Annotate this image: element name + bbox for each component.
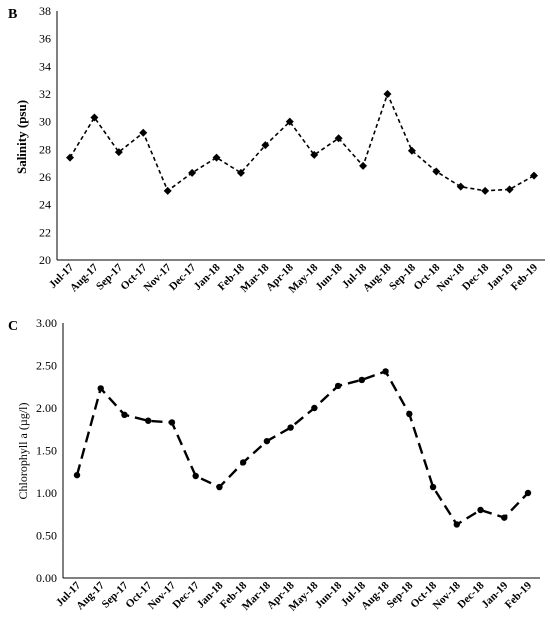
y-tick-label: 3.00 [36,316,57,330]
y-tick-label: 2.50 [36,359,57,373]
x-tick-label: Nov-18 [435,261,468,294]
y-tick-label: 28 [39,142,51,156]
data-point [477,506,484,514]
data-point [216,483,223,491]
data-point [90,113,99,122]
y-tick-label: 20 [39,253,51,267]
data-point [311,404,318,412]
chlorophyll-chart: C Chlorophyll a (µg/l) 0.00 0.50 1.00 1.50 2… [8,316,540,614]
data-point [168,419,176,426]
x-tick-label: Aug-17 [68,261,101,294]
x-tick-label: Dec-18 [460,261,492,293]
data-point [188,168,197,177]
data-point [287,424,294,431]
chlorophyll-y-axis-label: Chlorophyll a (µg/l) [16,403,30,500]
data-point [481,186,490,195]
data-point [121,411,128,418]
chlorophyll-y-ticks: 0.00 0.50 1.00 1.50 2.00 2.50 3.00 [36,316,57,585]
data-point [97,385,104,392]
data-point [163,186,172,195]
data-point [239,459,247,466]
x-tick-label: Jun-18 [313,261,345,293]
data-point [530,171,538,180]
y-tick-label: 0.50 [36,529,57,543]
data-point [453,521,460,528]
data-point [358,376,366,384]
data-point [263,437,271,445]
y-tick-label: 34 [39,59,51,73]
data-point [429,483,437,491]
y-tick-label: 38 [39,4,51,18]
y-tick-label: 32 [39,87,51,101]
data-point [382,368,389,375]
data-point [524,489,532,497]
chlorophyll-points [73,368,532,528]
x-tick-label: Jun-18 [313,579,345,611]
y-tick-label: 36 [39,32,51,46]
data-point [432,167,441,176]
y-tick-label: 1.50 [36,444,57,458]
y-tick-label: 1.00 [36,486,57,500]
panel-letter-c: C [8,319,18,334]
data-point [334,134,343,143]
data-point [145,417,152,424]
x-tick-label: Sep-18 [387,261,418,292]
x-tick-label: Nov-17 [142,261,175,294]
data-point [114,148,123,157]
data-point [73,471,81,479]
data-point [236,168,245,177]
data-point [139,128,148,137]
x-tick-label: Feb-19 [509,261,541,293]
data-point [212,153,221,162]
salinity-series-line [69,91,535,193]
salinity-y-axis-label: Salinity (psu) [14,100,29,174]
salinity-points [66,90,538,195]
y-tick-label: 2.00 [36,401,57,415]
x-tick-label: Aug-18 [361,261,394,294]
chlorophyll-series-line [75,369,529,527]
data-point [406,410,413,418]
x-tick-label: Feb-19 [503,579,535,611]
salinity-chart: B Salinity (psu) 20 22 24 26 28 30 32 34 36 38 Ju… [8,4,545,296]
data-point [285,117,294,126]
y-tick-label: 30 [39,115,51,129]
data-point [261,141,270,150]
y-tick-label: 26 [39,170,51,184]
data-point [383,90,392,98]
y-tick-label: 22 [39,225,51,239]
y-tick-label: 24 [39,198,51,212]
y-tick-label: 0.00 [36,571,57,585]
data-point [334,382,342,390]
x-tick-label: Dec-17 [167,261,199,293]
salinity-x-ticks: Jul-17Aug-17Sep-17Oct-17Nov-17Dec-17Jan-… [47,261,541,295]
data-point [310,150,319,159]
chlorophyll-x-ticks: Jul-17Aug-17Sep-17Oct-17Nov-17Dec-17Jan-… [54,579,535,613]
panel-letter-b: B [8,7,17,22]
data-point [359,161,368,170]
x-tick-label: Sep-17 [94,261,125,292]
data-point [505,185,514,194]
data-point [192,472,199,480]
data-point [456,182,465,191]
data-point [501,514,508,521]
salinity-y-ticks: 20 22 24 26 28 30 32 34 36 38 [39,4,51,267]
data-point [407,146,416,155]
data-point [66,153,74,162]
